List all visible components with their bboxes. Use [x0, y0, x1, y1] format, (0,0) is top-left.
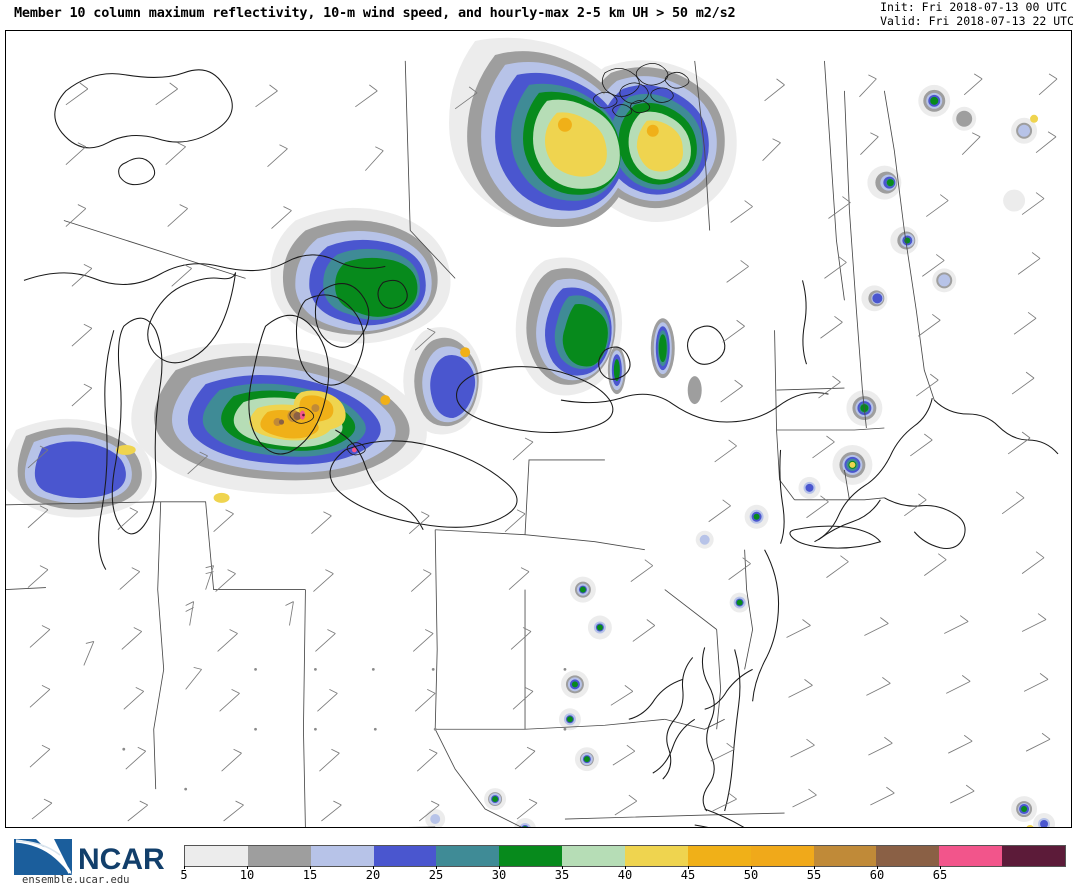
chart-footer: NCAR ensemble.ucar.edu 5 10 15 20 25 30 35 40 45… [0, 830, 1080, 895]
colorbar-segment-60-65 [876, 846, 940, 866]
colorbar-tickmark-40 [625, 866, 626, 869]
reflectivity-layer [6, 37, 1056, 827]
colorbar-tick-45: 45 [680, 868, 696, 882]
colorbar-tick-20: 20 [365, 868, 381, 882]
timestamp-block: Init: Fri 2018-07-13 00 UTC Valid: Fri 2… [880, 0, 1074, 28]
colorbar-segment-40-45 [625, 846, 688, 866]
reflectivity-colorbar[interactable]: 5 10 15 20 25 30 35 40 45 50 55 60 65 [180, 845, 1066, 889]
page-title: Member 10 column maximum reflectivity, 1… [14, 5, 736, 21]
colorbar-segments[interactable] [184, 845, 1066, 867]
colorbar-segment-30-35 [499, 846, 563, 866]
colorbar-segment-65-70 [939, 846, 1003, 866]
ncar-logo[interactable]: NCAR [6, 833, 176, 891]
coastlines-layer [23, 69, 1059, 827]
state-borders-layer [6, 60, 935, 827]
colorbar-tickmark-35 [562, 866, 563, 869]
colorbar-segment-45-50 [687, 846, 751, 866]
colorbar-tickmark-25 [436, 866, 437, 869]
colorbar-tick-15: 15 [302, 868, 318, 882]
chart-header: Member 10 column maximum reflectivity, 1… [0, 0, 1080, 30]
colorbar-tick-5: 5 [180, 868, 188, 882]
ncar-logo-text: NCAR [78, 843, 165, 876]
colorbar-tick-25: 25 [428, 868, 444, 882]
colorbar-segment-15-20 [310, 846, 374, 866]
colorbar-tickmark-10 [247, 866, 248, 869]
ncar-url-text[interactable]: ensemble.ucar.edu [22, 874, 130, 886]
colorbar-tickmark-20 [373, 866, 374, 869]
colorbar-tick-60: 60 [869, 868, 885, 882]
colorbar-segment-20-25 [373, 846, 437, 866]
colorbar-ticks: 5 10 15 20 25 30 35 40 45 50 55 60 65 [180, 866, 1066, 888]
colorbar-tick-55: 55 [806, 868, 822, 882]
map-panel[interactable] [5, 30, 1072, 828]
colorbar-tick-30: 30 [491, 868, 507, 882]
colorbar-tickmark-45 [688, 866, 689, 869]
colorbar-tick-35: 35 [554, 868, 570, 882]
colorbar-tickmark-55 [814, 866, 815, 869]
weather-map-graphic [6, 37, 1059, 827]
colorbar-segment->70 [1002, 846, 1066, 866]
colorbar-tickmark-60 [877, 866, 878, 869]
colorbar-tickmark-15 [310, 866, 311, 869]
colorbar-tickmark-65 [940, 866, 941, 869]
colorbar-segment-50-55 [750, 846, 814, 866]
colorbar-segment-35-40 [562, 846, 626, 866]
colorbar-segment-25-30 [436, 846, 500, 866]
wind-barbs-layer [27, 73, 1058, 822]
init-time-label: Init: Fri 2018-07-13 00 UTC [880, 0, 1068, 14]
colorbar-segment-10-15 [247, 846, 311, 866]
colorbar-segment-55-60 [813, 846, 877, 866]
colorbar-tick-50: 50 [743, 868, 759, 882]
valid-time-label: Valid: Fri 2018-07-13 22 UTC [880, 13, 1074, 28]
colorbar-tickmark-50 [751, 866, 752, 869]
colorbar-tickmark-30 [499, 866, 500, 869]
colorbar-tick-40: 40 [617, 868, 633, 882]
colorbar-tick-10: 10 [239, 868, 255, 882]
colorbar-tickmark-5 [184, 866, 185, 869]
colorbar-segment-5-10 [185, 846, 248, 866]
colorbar-tick-65: 65 [932, 868, 948, 882]
